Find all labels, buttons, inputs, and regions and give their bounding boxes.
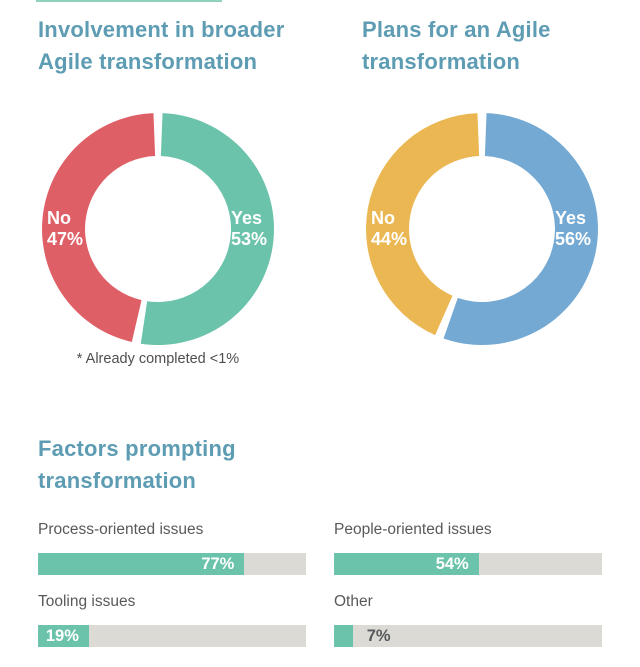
bar-row-process-oriented: Process-oriented issues 77% xyxy=(38,520,306,575)
bar-category-label: Process-oriented issues xyxy=(38,521,204,538)
bar-value-label: 7% xyxy=(366,626,391,645)
yes-label-text: Yes xyxy=(231,208,263,228)
bar-category-label: People-oriented issues xyxy=(334,521,492,538)
bar-track: 7% xyxy=(334,625,602,647)
no-value-text: 44% xyxy=(371,229,408,249)
bar-row-people-oriented: People-oriented issues 54% xyxy=(334,520,602,575)
no-value-text: 47% xyxy=(47,229,84,249)
involvement-donut-chart: No 47% Yes 53% xyxy=(40,112,276,346)
involvement-chart-title: Involvement in broader Agile transformat… xyxy=(38,17,285,74)
bar-track: 54% xyxy=(334,553,602,575)
yes-label-text: Yes xyxy=(555,208,587,228)
plans-donut-svg xyxy=(366,113,598,346)
bar-row-tooling-issues: Tooling issues 19% xyxy=(38,592,306,647)
bar-fill: 77% xyxy=(38,553,245,575)
plans-chart-title: Plans for an Agile transformation xyxy=(362,17,551,74)
yes-value-text: 53% xyxy=(231,229,268,249)
plans-no-label: No 44% xyxy=(371,208,407,250)
factors-chart-title: Factors prompting transformation xyxy=(38,436,236,493)
involvement-donut-svg xyxy=(42,113,275,346)
involvement-no-label: No 47% xyxy=(47,208,83,250)
already-completed-footnote: * Already completed <1% xyxy=(76,351,240,367)
plans-donut-chart: No 44% Yes 56% xyxy=(364,112,600,346)
bar-fill: 54% xyxy=(334,553,479,575)
no-label-text: No xyxy=(47,208,71,228)
bar-value-label: 54% xyxy=(435,554,469,573)
involvement-yes-label: Yes 53% xyxy=(231,208,273,250)
bar-track: 19% xyxy=(38,625,306,647)
bar-value-label: 77% xyxy=(201,554,235,573)
plans-yes-label: Yes 56% xyxy=(555,208,597,250)
top-border-fragment xyxy=(36,0,222,2)
yes-value-text: 56% xyxy=(555,229,592,249)
bar-fill: 19% xyxy=(38,625,89,647)
bar-track: 77% xyxy=(38,553,306,575)
bar-category-label: Other xyxy=(334,593,373,610)
bar-row-other: Other 7% xyxy=(334,592,602,647)
bar-value-label: 19% xyxy=(45,626,79,645)
bar-fill xyxy=(334,625,353,647)
no-label-text: No xyxy=(371,208,395,228)
factors-bar-chart: Process-oriented issues 77% People-orien… xyxy=(38,520,602,647)
bar-category-label: Tooling issues xyxy=(38,593,136,610)
